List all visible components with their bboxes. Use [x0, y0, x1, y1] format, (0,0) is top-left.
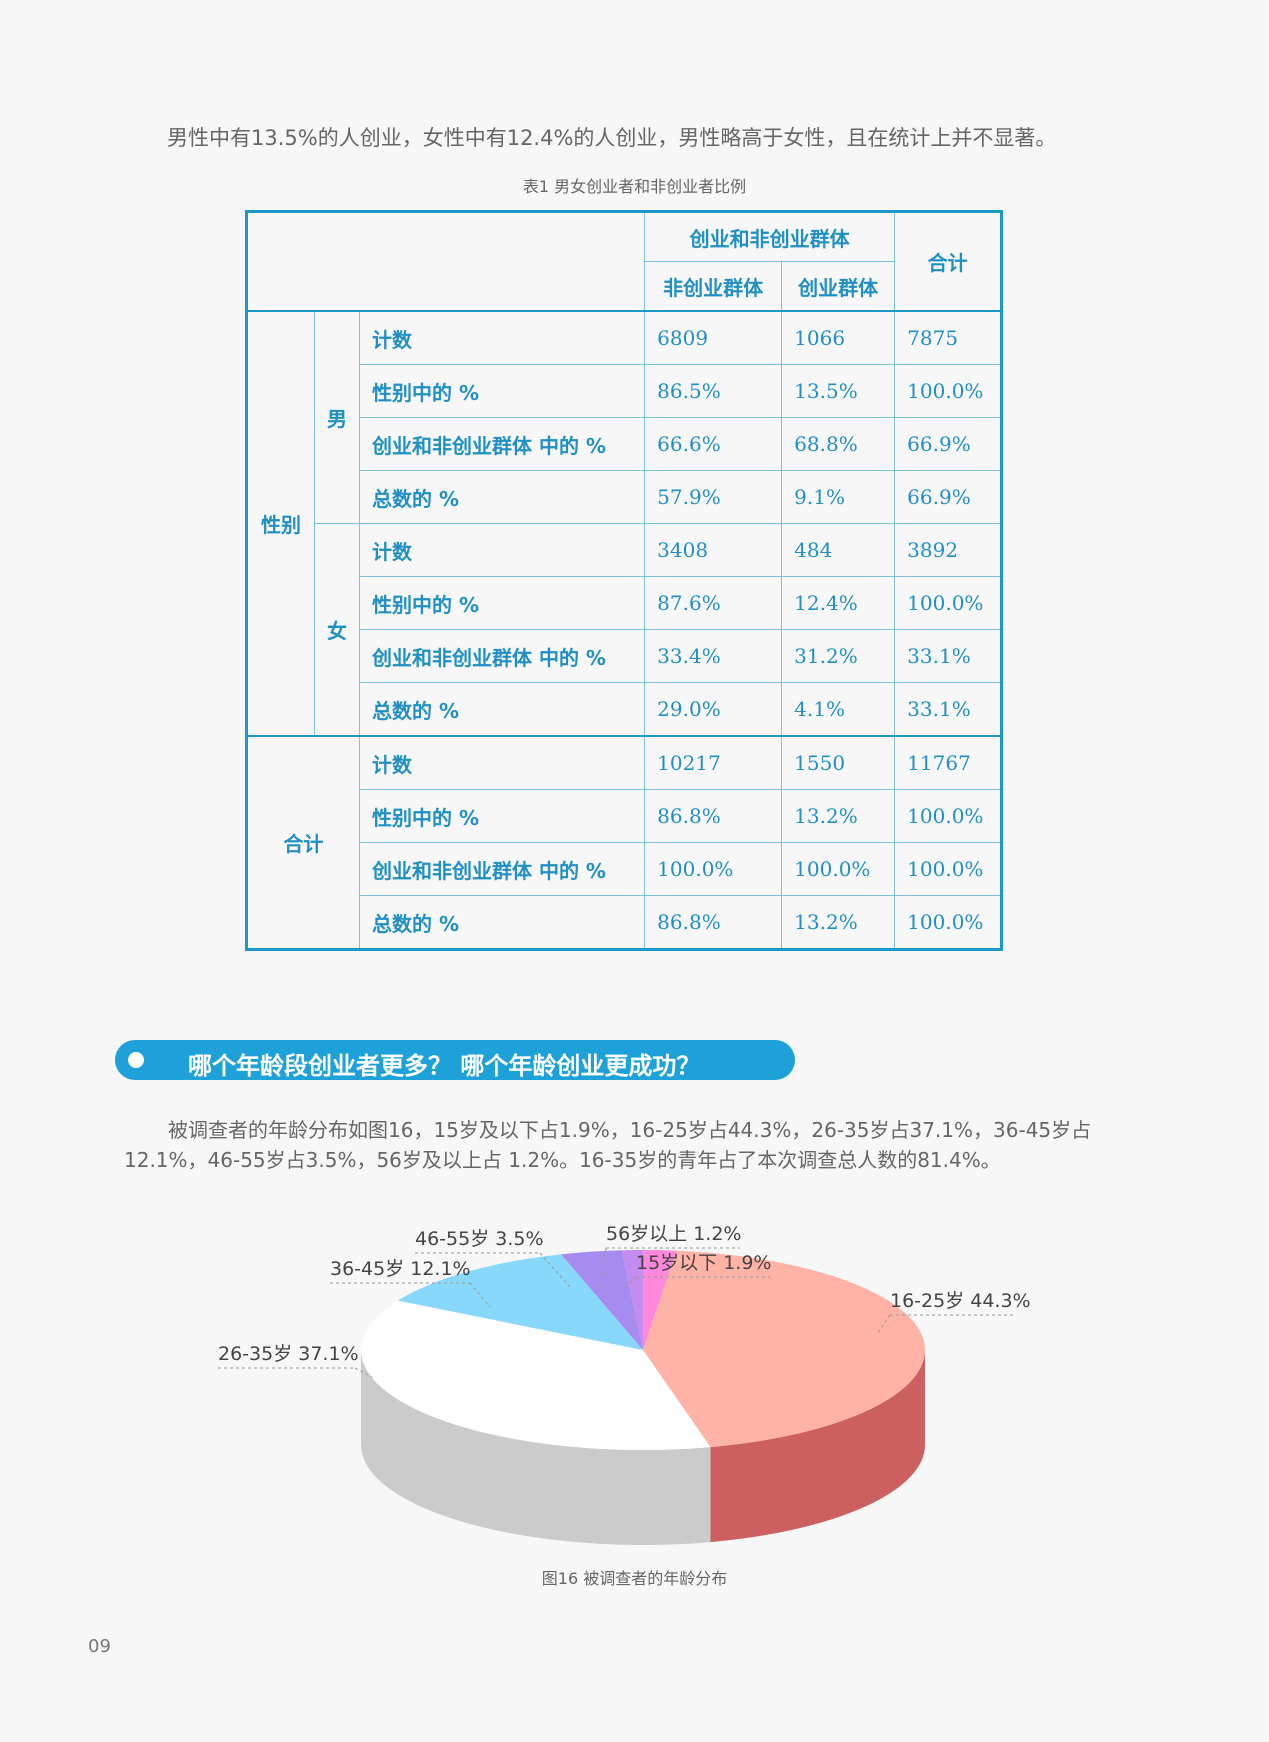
- cell-value: 1066: [781, 310, 896, 365]
- row-label: 创业和非创业群体 中的 %: [358, 842, 646, 896]
- cell-value: 13.5%: [781, 364, 896, 418]
- pie-side-1: [710, 1350, 925, 1543]
- cell-value: 7875: [894, 310, 1002, 365]
- cell-value: 100.0%: [894, 789, 1002, 843]
- cell-value: 4.1%: [781, 682, 896, 737]
- cell-value: 68.8%: [781, 417, 896, 471]
- pie-label-3: 36-45岁 12.1%: [330, 1258, 471, 1280]
- header-group: 创业和非创业群体: [644, 211, 896, 262]
- cell-value: 86.8%: [644, 789, 783, 843]
- cell-value: 66.6%: [644, 417, 783, 471]
- row-group-total: 合计: [246, 735, 360, 950]
- row-label: 创业和非创业群体 中的 %: [358, 629, 646, 683]
- cell-value: 1550: [781, 735, 896, 790]
- pie-slice-0: [643, 1250, 677, 1350]
- cell-value: 86.8%: [644, 895, 783, 950]
- pie-label-5: 56岁以上 1.2%: [606, 1223, 742, 1245]
- row-label: 总数的 %: [358, 895, 646, 950]
- pie-label-4: 46-55岁 3.5%: [415, 1228, 544, 1250]
- row-label: 创业和非创业群体 中的 %: [358, 417, 646, 471]
- table-corner-cell: [245, 211, 646, 312]
- cell-value: 13.2%: [781, 895, 896, 950]
- cell-value: 33.4%: [644, 629, 783, 683]
- cell-value: 11767: [894, 735, 1002, 790]
- header-startup: 创业群体: [781, 261, 896, 312]
- pie-slice-5: [621, 1250, 643, 1350]
- pie-leader-0: [623, 1276, 637, 1291]
- cell-value: 100.0%: [644, 842, 783, 896]
- pie-leader-1: [877, 1314, 891, 1334]
- cell-value: 29.0%: [644, 682, 783, 737]
- row-group-gender: 性别: [246, 310, 315, 737]
- row-label: 总数的 %: [358, 682, 646, 737]
- bullet-dot-icon: [128, 1052, 144, 1068]
- cell-value: 100.0%: [894, 842, 1002, 896]
- pie-side-2: [361, 1350, 711, 1545]
- cell-value: 86.5%: [644, 364, 783, 418]
- pie-slice-2: [361, 1300, 711, 1450]
- header-total: 合计: [894, 211, 1002, 312]
- cell-value: 66.9%: [894, 417, 1002, 471]
- cell-value: 66.9%: [894, 470, 1002, 524]
- page-number: 09: [88, 1636, 111, 1657]
- cell-value: 13.2%: [781, 789, 896, 843]
- cell-value: 12.4%: [781, 576, 896, 630]
- pie-label-1: 16-25岁 44.3%: [890, 1290, 1031, 1312]
- pie-label-2: 26-35岁 37.1%: [218, 1343, 359, 1365]
- cell-value: 57.9%: [644, 470, 783, 524]
- pie-slice-3: [397, 1254, 643, 1350]
- cell-value: 3408: [644, 523, 783, 577]
- pie-label-0: 15岁以下 1.9%: [636, 1252, 772, 1274]
- cell-value: 9.1%: [781, 470, 896, 524]
- body-paragraph: 被调查者的年龄分布如图16，15岁及以下占1.9%，16-25岁占44.3%，2…: [124, 1118, 1092, 1172]
- row-group-male: 男: [314, 310, 360, 524]
- cell-value: 6809: [644, 310, 783, 365]
- figure-caption: 图16 被调查者的年龄分布: [541, 1569, 728, 1588]
- section-title: 哪个年龄段创业者更多？ 哪个年龄创业更成功？: [188, 1052, 701, 1080]
- cell-value: 3892: [894, 523, 1002, 577]
- cell-value: 33.1%: [894, 629, 1002, 683]
- table-caption: 表1 男女创业者和非创业者比例: [522, 177, 747, 196]
- row-group-female: 女: [314, 523, 360, 737]
- cell-value: 484: [781, 523, 896, 577]
- gender-startup-table: 创业和非创业群体 合计 非创业群体 创业群体 性别 男 计数 6809 1066…: [245, 210, 1003, 951]
- cell-value: 10217: [644, 735, 783, 790]
- section-heading-bar: [115, 1040, 795, 1080]
- row-label: 性别中的 %: [358, 576, 646, 630]
- age-pie-chart: 15岁以下 1.9% 16-25岁 44.3% 26-35岁 37.1% 36-45岁…: [218, 1223, 1031, 1545]
- row-label: 性别中的 %: [358, 364, 646, 418]
- cell-value: 87.6%: [644, 576, 783, 630]
- pie-leader-3: [469, 1282, 491, 1308]
- pie-leader-5: [599, 1247, 607, 1291]
- pie-slice-4: [561, 1250, 643, 1350]
- row-label: 总数的 %: [358, 470, 646, 524]
- pie-leader-4: [539, 1252, 571, 1288]
- row-label: 计数: [358, 310, 646, 365]
- cell-value: 31.2%: [781, 629, 896, 683]
- cell-value: 33.1%: [894, 682, 1002, 737]
- intro-paragraph: 男性中有13.5%的人创业，女性中有12.4%的人创业，男性略高于女性，且在统计…: [167, 126, 1057, 150]
- header-nonstartup: 非创业群体: [644, 261, 783, 312]
- cell-value: 100.0%: [781, 842, 896, 896]
- row-label: 计数: [358, 523, 646, 577]
- row-label: 性别中的 %: [358, 789, 646, 843]
- cell-value: 100.0%: [894, 576, 1002, 630]
- pie-slice-1: [643, 1250, 925, 1448]
- cell-value: 100.0%: [894, 364, 1002, 418]
- cell-value: 100.0%: [894, 895, 1002, 950]
- row-label: 计数: [358, 735, 646, 790]
